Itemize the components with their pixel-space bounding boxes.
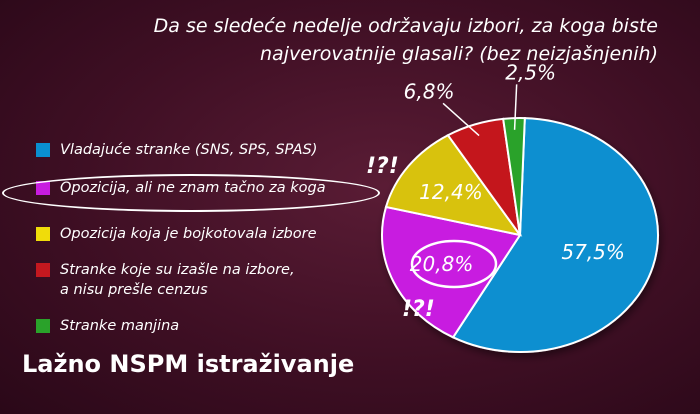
- caption: Lažno NSPM istraživanje: [22, 350, 355, 378]
- legend-label-boycott: Opozicija koja je bojkotovala izbore: [60, 226, 317, 242]
- chart-title-line2: najverovatnije glasali? (bez neizjašnjen…: [260, 43, 658, 65]
- legend-item-boycott: Opozicija koja je bojkotovala izbore: [36, 224, 317, 244]
- legend-label-below-threshold-2: a nisu prešle cenzus: [60, 282, 208, 298]
- leader-line-minorities: [513, 84, 518, 130]
- legend-label-minorities: Stranke manjina: [60, 318, 180, 334]
- leader-line-below-threshold: [442, 102, 480, 137]
- data-label-minorities: 2,5%: [505, 60, 556, 84]
- legend-swatch-below-threshold: [36, 263, 50, 277]
- chart-title-line1: Da se sledeće nedelje održavaju izbori, …: [153, 15, 658, 37]
- data-label-ruling: 57,5%: [561, 240, 625, 264]
- annotation-mark-top: !?!: [366, 154, 399, 179]
- legend-swatch-ruling: [36, 143, 50, 157]
- legend-swatch-minorities: [36, 319, 50, 333]
- pie-slice-opposition-unsure: [381, 205, 522, 339]
- legend-item-ruling: Vladajuće stranke (SNS, SPS, SPAS): [36, 140, 317, 160]
- data-label-below-threshold: 6,8%: [404, 79, 455, 103]
- pie-slice-ruling: [451, 117, 659, 353]
- legend-item-minorities: Stranke manjina: [36, 316, 179, 336]
- pie-slice-boycott: [384, 133, 523, 237]
- legend-highlight-ellipse: [2, 174, 380, 212]
- pie-slice-minorities: [502, 117, 526, 236]
- data-label-opposition-unsure: 20,8%: [410, 252, 474, 276]
- legend-label-below-threshold-1: Stranke koje su izašle na izbore,: [60, 262, 295, 278]
- legend-swatch-boycott: [36, 227, 50, 241]
- chart-title: Da se sledeće nedelje održavaju izbori, …: [58, 12, 658, 68]
- data-label-boycott: 12,4%: [419, 180, 483, 204]
- legend-item-below-threshold: Stranke koje su izašle na izbore, a nisu…: [36, 260, 295, 300]
- slice-highlight-ellipse: [410, 239, 498, 289]
- legend-label-ruling: Vladajuće stranke (SNS, SPS, SPAS): [60, 142, 318, 158]
- annotation-mark-bottom: !?!: [402, 297, 435, 322]
